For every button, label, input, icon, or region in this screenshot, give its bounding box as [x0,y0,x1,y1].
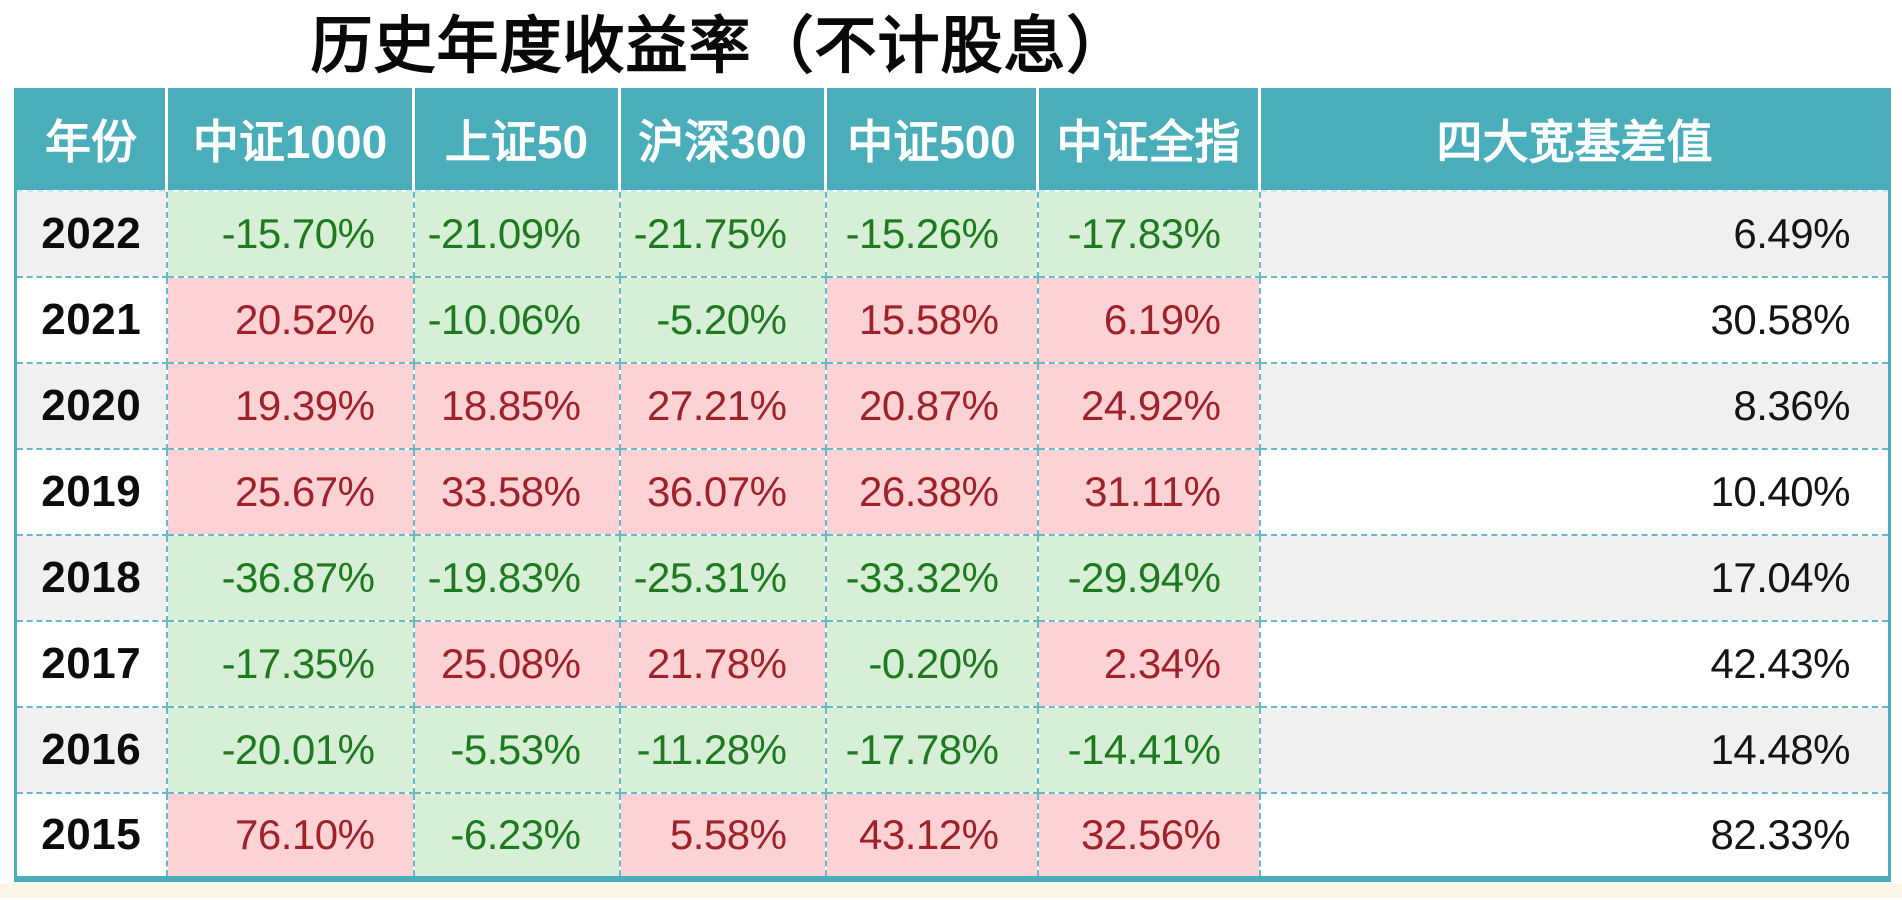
table-row-2017: 2017 -17.35% 25.08% 21.78% -0.20% 2.34% 42.43% [14,620,1891,708]
spread-value-cell: 17.04% [1258,534,1891,622]
column-header-5: 中证全指 [1036,88,1260,192]
positive-return-cell: 27.21% [618,362,827,450]
positive-return-cell: 25.08% [412,620,621,708]
positive-return-cell: 31.11% [1036,448,1261,536]
negative-return-cell: -21.75% [618,190,827,278]
negative-return-cell: -5.20% [618,276,827,364]
positive-return-cell: 15.58% [824,276,1039,364]
table-row-2020: 2020 19.39% 18.85% 27.21% 20.87% 24.92% 8.36% [14,362,1891,450]
year-cell: 2015 [14,792,168,880]
positive-return-cell: 43.12% [824,792,1039,880]
header-row: 年份 中证1000 上证50 沪深300 中证500 中证全指 四大宽基差值 [15,88,1890,192]
negative-return-cell: -17.83% [1036,190,1261,278]
negative-return-cell: -15.70% [165,190,415,278]
column-header-4: 中证500 [824,88,1038,192]
negative-return-cell: -36.87% [165,534,415,622]
year-cell: 2017 [14,620,168,708]
table-row-2015: 2015 76.10% -6.23% 5.58% 43.12% 32.56% 82.33% [14,792,1891,880]
positive-return-cell: 20.52% [165,276,415,364]
negative-return-cell: -21.09% [412,190,621,278]
negative-return-cell: -17.35% [165,620,415,708]
year-cell: 2018 [14,534,168,622]
positive-return-cell: 5.58% [618,792,827,880]
positive-return-cell: 26.38% [824,448,1039,536]
spread-value-cell: 6.49% [1258,190,1891,278]
negative-return-cell: -14.41% [1036,706,1261,794]
positive-return-cell: 6.19% [1036,276,1261,364]
positive-return-cell: 21.78% [618,620,827,708]
footer-strip [0,884,1902,898]
negative-return-cell: -5.53% [412,706,621,794]
table-row-2018: 2018 -36.87% -19.83% -25.31% -33.32% -29.94% 1… [14,534,1891,622]
positive-return-cell: 19.39% [165,362,415,450]
page-title: 历史年度收益率（不计股息） [310,12,1130,81]
negative-return-cell: -25.31% [618,534,827,622]
spread-value-cell: 82.33% [1258,792,1891,880]
negative-return-cell: -6.23% [412,792,621,880]
negative-return-cell: -11.28% [618,706,827,794]
table-row-2022: 2022 -15.70% -21.09% -21.75% -15.26% -17.83% 6… [14,190,1891,278]
negative-return-cell: -15.26% [824,190,1039,278]
column-header-0: 年份 [15,88,167,192]
negative-return-cell: -19.83% [412,534,621,622]
table-row-2019: 2019 25.67% 33.58% 36.07% 26.38% 31.11% 10.40% [14,448,1891,536]
table-body: 2022 -15.70% -21.09% -21.75% -15.26% -17.83% 6… [14,190,1891,880]
spread-value-cell: 10.40% [1258,448,1891,536]
positive-return-cell: 25.67% [165,448,415,536]
negative-return-cell: -20.01% [165,706,415,794]
table-row-2016: 2016 -20.01% -5.53% -11.28% -17.78% -14.41% 14… [14,706,1891,794]
negative-return-cell: -17.78% [824,706,1039,794]
positive-return-cell: 36.07% [618,448,827,536]
positive-return-cell: 76.10% [165,792,415,880]
column-header-2: 上证50 [412,88,620,192]
spread-value-cell: 8.36% [1258,362,1891,450]
negative-return-cell: -10.06% [412,276,621,364]
table-header: 年份 中证1000 上证50 沪深300 中证500 中证全指 四大宽基差值 [15,88,1890,192]
positive-return-cell: 33.58% [412,448,621,536]
column-header-6: 四大宽基差值 [1258,88,1890,192]
positive-return-cell: 20.87% [824,362,1039,450]
positive-return-cell: 32.56% [1036,792,1261,880]
positive-return-cell: 24.92% [1036,362,1261,450]
year-cell: 2021 [14,276,168,364]
positive-return-cell: 2.34% [1036,620,1261,708]
negative-return-cell: -33.32% [824,534,1039,622]
year-cell: 2022 [14,190,168,278]
annual-returns-table: 年份 中证1000 上证50 沪深300 中证500 中证全指 四大宽基差值 2022 -15… [14,88,1891,882]
spread-value-cell: 42.43% [1258,620,1891,708]
year-cell: 2020 [14,362,168,450]
positive-return-cell: 18.85% [412,362,621,450]
negative-return-cell: -0.20% [824,620,1039,708]
negative-return-cell: -29.94% [1036,534,1261,622]
table-row-2021: 2021 20.52% -10.06% -5.20% 15.58% 6.19% 30.58% [14,276,1891,364]
column-header-1: 中证1000 [165,88,414,192]
column-header-3: 沪深300 [618,88,826,192]
spread-value-cell: 30.58% [1258,276,1891,364]
year-cell: 2019 [14,448,168,536]
year-cell: 2016 [14,706,168,794]
spread-value-cell: 14.48% [1258,706,1891,794]
